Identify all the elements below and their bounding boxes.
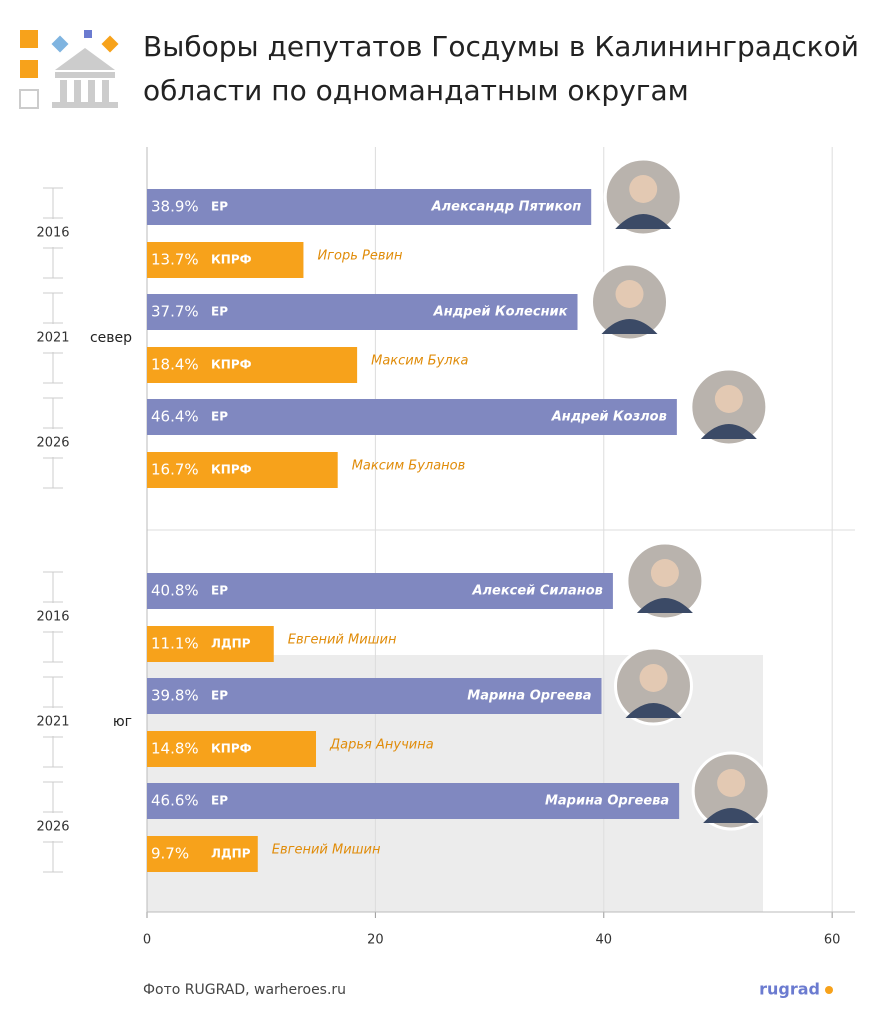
photo-body [636,598,693,613]
value-label: 13.7% [151,251,199,269]
chart-title: Выборы депутатов Госдумы в Калининградск… [143,30,859,63]
logo-icon [19,30,119,109]
candidate-label: Александр Пятикоп [431,200,582,215]
year-label: 2021 [36,331,69,346]
candidate-label: Алексей Силанов [471,584,602,599]
year-box [28,813,78,841]
year-label: 2016 [36,610,69,625]
bar [147,399,677,435]
party-label: ЛДПР [211,637,251,651]
x-tick-label: 20 [367,933,384,948]
x-tick-label: 40 [596,933,613,948]
chart-title: области по одномандатным округам [143,74,689,107]
party-label: ЕР [211,584,228,598]
party-label: КПРФ [211,742,252,756]
party-label: ЕР [211,410,228,424]
year-box [28,708,78,736]
value-label: 14.8% [151,740,199,758]
bar [147,626,274,662]
source-note: Фото RUGRAD, warheroes.ru [143,982,346,998]
region-label: юг [113,714,132,730]
photo-head [639,664,668,692]
value-label: 46.6% [151,792,199,810]
year-box [28,219,78,247]
candidate-label: Марина Оргеева [467,689,591,704]
x-tick-label: 60 [824,933,841,948]
year-label: 2026 [36,436,69,451]
party-label: ЛДПР [211,847,251,861]
photo-body [601,319,658,334]
region-label: север [90,330,132,346]
photo-head [717,769,746,797]
photo-head [615,280,644,308]
value-label: 37.7% [151,303,199,321]
candidate-label: Максим Булка [371,354,468,369]
photo-body [703,808,760,823]
bar [147,573,613,609]
brand-logo: rugrad [759,980,820,999]
party-label: ЕР [211,689,228,703]
candidate-label: Евгений Мишин [272,843,381,858]
party-label: КПРФ [211,463,252,477]
value-label: 11.1% [151,635,199,653]
photo-body [700,424,757,439]
bar [147,836,258,872]
candidate-label: Евгений Мишин [288,633,397,648]
value-label: 39.8% [151,687,199,705]
party-label: ЕР [211,305,228,319]
candidate-label: Максим Буланов [352,459,466,474]
year-label: 2016 [36,226,69,241]
photo-body [625,703,682,718]
year-label: 2021 [36,715,69,730]
value-label: 38.9% [151,198,199,216]
bar [147,189,592,225]
photo-head [650,559,679,587]
year-box [28,603,78,631]
value-label: 46.4% [151,408,199,426]
candidate-label: Андрей Козлов [551,410,667,425]
photo-head [714,385,743,413]
party-label: КПРФ [211,253,252,267]
bar [147,783,680,819]
party-label: КПРФ [211,358,252,372]
bar [147,452,338,488]
candidate-label: Марина Оргеева [545,794,669,809]
bar [147,678,602,714]
value-label: 18.4% [151,356,199,374]
bar [147,347,358,383]
photo-body [615,214,672,229]
party-label: ЕР [211,794,228,808]
bar [147,731,317,767]
bar [147,242,304,278]
photo-head [629,175,658,203]
year-box [28,324,78,352]
brand-dot [825,986,833,994]
candidate-label: Игорь Ревин [317,249,403,264]
party-label: ЕР [211,200,228,214]
value-label: 9.7% [151,845,189,863]
bar [147,294,578,330]
value-label: 16.7% [151,461,199,479]
year-box [28,429,78,457]
value-label: 40.8% [151,582,199,600]
candidate-label: Андрей Колесник [433,305,569,320]
x-tick-label: 0 [143,933,151,948]
candidate-label: Дарья Анучина [329,738,434,753]
year-label: 2026 [36,820,69,835]
